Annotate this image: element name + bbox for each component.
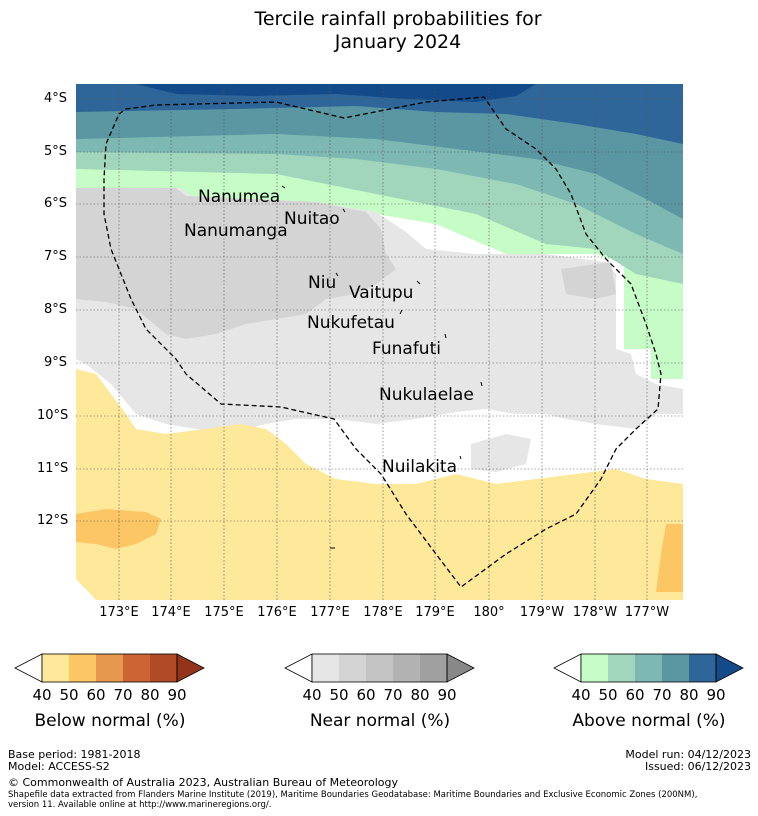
colorbar-above xyxy=(553,653,744,683)
lat-tick: 9°S xyxy=(44,355,68,370)
below-40-region xyxy=(76,369,683,600)
colorbar-near-tick: 80 xyxy=(410,686,430,704)
colorbar-below-tick: 40 xyxy=(32,686,52,704)
lon-tick: 178°W xyxy=(572,605,618,620)
place-label-nanumanga: Nanumanga xyxy=(184,221,288,241)
place-label-nukufetau: Nukufetau xyxy=(307,313,395,333)
above-90-region xyxy=(136,84,536,102)
colorbar-above-swatch xyxy=(635,654,662,682)
colorbar-above-swatch xyxy=(581,654,608,682)
footer-issued: Issued: 06/12/2023 xyxy=(644,760,751,773)
below-50-region-west xyxy=(76,509,161,549)
place-label-nukulaelae: Nukulaelae xyxy=(379,385,474,405)
colorbar-above-tick: 60 xyxy=(625,686,645,704)
place-label-niu: Niu xyxy=(308,273,337,293)
near-50-region xyxy=(76,188,396,339)
lat-tick: 8°S xyxy=(44,302,68,317)
colorbar-below-tick: 70 xyxy=(113,686,133,704)
colorbar-near-max-arrow xyxy=(446,653,475,683)
colorbar-above-swatch xyxy=(689,654,716,682)
footer-model: Model: ACCESS-S2 xyxy=(8,760,110,773)
footer-model-run: Model run: 04/12/2023 xyxy=(625,748,751,761)
near-40-south-patch xyxy=(471,434,531,472)
lon-tick: 175°E xyxy=(204,605,244,620)
colorbar-near xyxy=(284,653,475,683)
title-line-2: January 2024 xyxy=(334,31,462,53)
colorbar-legend xyxy=(14,653,744,683)
colorbar-above-tick: 40 xyxy=(571,686,591,704)
place-label-nanumea: Nanumea xyxy=(198,187,281,207)
footer-shapefile-line-2: version 11. Available online at http://w… xyxy=(8,800,272,810)
colorbar-near-tick: 90 xyxy=(437,686,457,704)
colorbar-above-max-arrow xyxy=(715,653,744,683)
colorbar-near-tick: 50 xyxy=(329,686,349,704)
island-marks xyxy=(281,185,483,549)
map-svg xyxy=(76,84,683,600)
colorbar-near-tick: 40 xyxy=(302,686,322,704)
colorbar-below-tick: 90 xyxy=(167,686,187,704)
colorbar-near-swatch xyxy=(393,654,420,682)
colorbar-above-swatch xyxy=(662,654,689,682)
near-50-east-patch xyxy=(561,262,616,299)
place-label-nuilakita: Nuilakita xyxy=(382,457,458,477)
colorbar-above-tick: 80 xyxy=(679,686,699,704)
colorbar-below-tick: 80 xyxy=(140,686,160,704)
colorbar-above-label: Above normal (%) xyxy=(572,711,726,731)
colorbar-near-swatch xyxy=(339,654,366,682)
lat-tick: 12°S xyxy=(37,513,69,528)
colorbar-below-swatch xyxy=(96,654,123,682)
colorbar-below-swatch xyxy=(123,654,150,682)
lon-tick: 179°W xyxy=(519,605,565,620)
colorbar-below-swatch xyxy=(42,654,69,682)
colorbar-below-swatch xyxy=(150,654,177,682)
place-label-nuitao: Nuitao xyxy=(284,209,340,229)
colorbar-above-tick: 70 xyxy=(652,686,672,704)
below-50-region-east xyxy=(656,524,683,592)
lon-tick: 173°E xyxy=(99,605,139,620)
colorbar-near-swatch xyxy=(312,654,339,682)
lat-tick: 7°S xyxy=(44,249,68,264)
colorbar-below-tick: 60 xyxy=(86,686,106,704)
lon-tick: 177°E xyxy=(310,605,350,620)
colorbar-near-min-arrow xyxy=(284,653,313,683)
footer-copyright: © Commonwealth of Australia 2023, Austra… xyxy=(8,776,398,789)
colorbar-above-tick: 50 xyxy=(598,686,618,704)
colorbar-below xyxy=(14,653,205,683)
lat-tick: 11°S xyxy=(37,461,69,476)
colorbar-near-swatch xyxy=(366,654,393,682)
lat-tick: 4°S xyxy=(44,91,68,106)
eez-boundary xyxy=(103,96,662,588)
lat-tick: 5°S xyxy=(44,144,68,159)
lat-tick: 6°S xyxy=(44,196,68,211)
lon-tick: 179°E xyxy=(415,605,455,620)
footer-base-period: Base period: 1981-2018 xyxy=(8,748,141,761)
colorbar-above-min-arrow xyxy=(553,653,582,683)
title-line-1: Tercile rainfall probabilities for xyxy=(254,8,542,30)
colorbar-above-tick: 90 xyxy=(706,686,726,704)
colorbar-near-tick: 70 xyxy=(383,686,403,704)
colorbar-below-tick: 50 xyxy=(59,686,79,704)
colorbar-near-swatch xyxy=(420,654,447,682)
colorbar-below-min-arrow xyxy=(14,653,43,683)
lon-tick: 174°E xyxy=(151,605,191,620)
near-40-east-patch xyxy=(666,392,683,414)
above-70-region xyxy=(76,84,683,219)
lat-tick: 10°S xyxy=(37,408,69,423)
map-title: Tercile rainfall probabilities for Janua… xyxy=(0,8,758,54)
colorbar-below-max-arrow xyxy=(176,653,205,683)
colorbar-below-swatch xyxy=(69,654,96,682)
lon-tick: 180° xyxy=(473,605,505,620)
colorbar-near-label: Near normal (%) xyxy=(309,711,451,731)
place-label-funafuti: Funafuti xyxy=(372,339,441,359)
rainfall-map xyxy=(76,84,683,600)
colorbar-near-tick: 60 xyxy=(356,686,376,704)
footer-shapefile-line-1: Shapefile data extracted from Flanders M… xyxy=(8,790,698,800)
colorbar-above-swatch xyxy=(608,654,635,682)
lon-tick: 178°E xyxy=(363,605,403,620)
lon-tick: 177°W xyxy=(624,605,670,620)
colorbar-below-label: Below normal (%) xyxy=(34,711,186,731)
lon-tick: 176°E xyxy=(257,605,297,620)
place-label-vaitupu: Vaitupu xyxy=(349,283,414,303)
